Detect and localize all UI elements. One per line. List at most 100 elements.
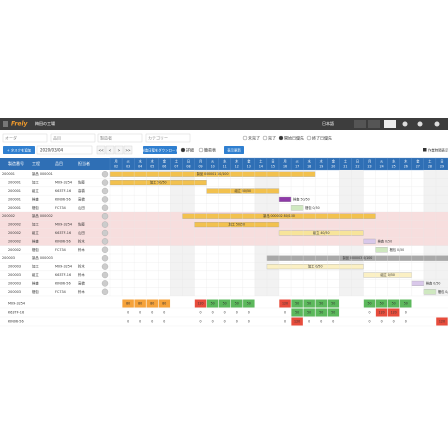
avatar[interactable] xyxy=(101,204,109,211)
load-value: 50 xyxy=(392,302,396,306)
avatar[interactable] xyxy=(101,255,109,262)
nav-button[interactable] xyxy=(105,145,115,155)
row-cell: 200002 xyxy=(2,214,15,218)
gantt-bar[interactable] xyxy=(375,247,388,253)
load-cell xyxy=(387,308,400,317)
avatar[interactable] xyxy=(101,271,109,279)
day-label: 08 xyxy=(186,165,190,169)
nav-button[interactable] xyxy=(96,145,106,155)
avatar[interactable] xyxy=(101,179,109,186)
factory-name[interactable]: 梅田の工場 xyxy=(35,120,55,126)
load-value: 0 xyxy=(163,311,165,315)
weekday-label: 木 xyxy=(235,159,239,164)
avatar[interactable] xyxy=(101,246,109,253)
row-cell: 200001 xyxy=(8,181,21,185)
avatar[interactable] xyxy=(101,213,109,220)
language[interactable]: 日本語 xyxy=(322,120,334,126)
add-task-button[interactable] xyxy=(3,146,35,154)
filter-input[interactable] xyxy=(50,133,96,143)
date-input[interactable] xyxy=(36,145,93,155)
column-header: 工程 xyxy=(32,160,40,166)
row-cell: K63TF-16 xyxy=(55,189,71,193)
status-option-radio[interactable] xyxy=(262,135,268,141)
column-header: 製造番号 xyxy=(8,160,24,166)
view-option-radio[interactable] xyxy=(198,147,204,153)
status-option-radio[interactable] xyxy=(242,135,248,141)
load-value: 0 xyxy=(284,311,286,315)
load-cell xyxy=(363,299,376,308)
gantt-bar[interactable] xyxy=(363,238,376,244)
avatar[interactable] xyxy=(101,229,109,237)
checkbox[interactable] xyxy=(423,148,427,152)
row-cell: 200002 xyxy=(8,223,21,227)
resource-name: KIN06-56 xyxy=(8,320,24,324)
day-label: 14 xyxy=(259,165,263,169)
day-label: 21 xyxy=(343,165,347,169)
gantt-bar[interactable] xyxy=(423,289,437,295)
resource-name: M09-3254 xyxy=(8,302,25,306)
avatar[interactable] xyxy=(101,238,109,245)
avatar[interactable] xyxy=(101,280,109,287)
header-icons[interactable] xyxy=(354,120,440,128)
row-cell: M09-3254 xyxy=(55,223,72,227)
weekday-label: 火 xyxy=(127,160,131,164)
weekday-label: 月 xyxy=(368,160,371,164)
row-cell: M09-3254 xyxy=(55,265,72,269)
load-value: 0 xyxy=(248,311,250,315)
load-cell xyxy=(206,299,219,308)
day-label: 17 xyxy=(295,165,299,169)
weekday-label: 月 xyxy=(199,160,202,164)
load-value: 0 xyxy=(369,311,371,315)
day-label: 09 xyxy=(199,165,203,169)
load-value: 0 xyxy=(332,320,334,324)
load-value: 0 xyxy=(405,311,407,315)
avatar[interactable] xyxy=(101,196,109,203)
row-cell: 200003 xyxy=(8,290,21,294)
view-option: 詳細 xyxy=(186,146,194,152)
row-cell: 鈴木 xyxy=(78,289,85,294)
row-cell: 200002 xyxy=(8,239,21,243)
load-value: 0 xyxy=(139,311,141,315)
order-option-radio[interactable] xyxy=(278,135,284,141)
menu-icon[interactable] xyxy=(3,121,8,127)
order-option-radio[interactable] xyxy=(306,135,312,141)
filter-placeholder: 製造者 xyxy=(100,134,112,140)
header-bar xyxy=(0,118,448,130)
avatar[interactable] xyxy=(101,221,109,228)
load-value: 120 xyxy=(282,302,288,306)
row-cell: FC734 xyxy=(55,206,66,210)
load-value: 50 xyxy=(295,302,299,306)
avatar[interactable] xyxy=(101,187,109,195)
view-option-radio[interactable] xyxy=(180,147,186,153)
load-cell xyxy=(279,299,291,308)
resource-name: K63TF-16 xyxy=(8,311,24,315)
row-cell: FC734 xyxy=(55,248,66,252)
nav-button[interactable] xyxy=(123,145,133,155)
avatar[interactable] xyxy=(101,171,109,178)
update-button[interactable] xyxy=(224,146,244,154)
load-value: 50 xyxy=(223,302,227,306)
load-value: 120 xyxy=(439,320,445,324)
load-value: 0 xyxy=(127,311,129,315)
filter-placeholder: 品目 xyxy=(53,135,61,140)
nav-button[interactable] xyxy=(114,145,124,155)
weekday-label: 木 xyxy=(404,159,408,164)
checkbox-label: 作業時間表示 xyxy=(428,147,448,152)
filter-input[interactable] xyxy=(145,133,191,143)
row-cell: 製品 000002 xyxy=(32,213,53,218)
avatar[interactable] xyxy=(101,288,109,295)
avatar[interactable] xyxy=(101,263,109,270)
bar-label: 加工 50/50 xyxy=(228,222,245,227)
gantt-bar[interactable] xyxy=(290,205,304,211)
row-cell: 200001 xyxy=(8,189,21,193)
filter-input[interactable] xyxy=(97,133,143,143)
nav-label: >> xyxy=(125,148,131,152)
download-button[interactable] xyxy=(143,146,177,154)
gantt-bar[interactable] xyxy=(278,196,292,202)
filter-input[interactable] xyxy=(2,133,48,143)
bar-label: 梱包 0/50 xyxy=(390,247,405,252)
load-value: 0 xyxy=(200,320,202,324)
gantt-bar[interactable] xyxy=(411,280,425,286)
weekday-label: 火 xyxy=(380,160,384,164)
weekday-label: 土 xyxy=(428,159,432,164)
